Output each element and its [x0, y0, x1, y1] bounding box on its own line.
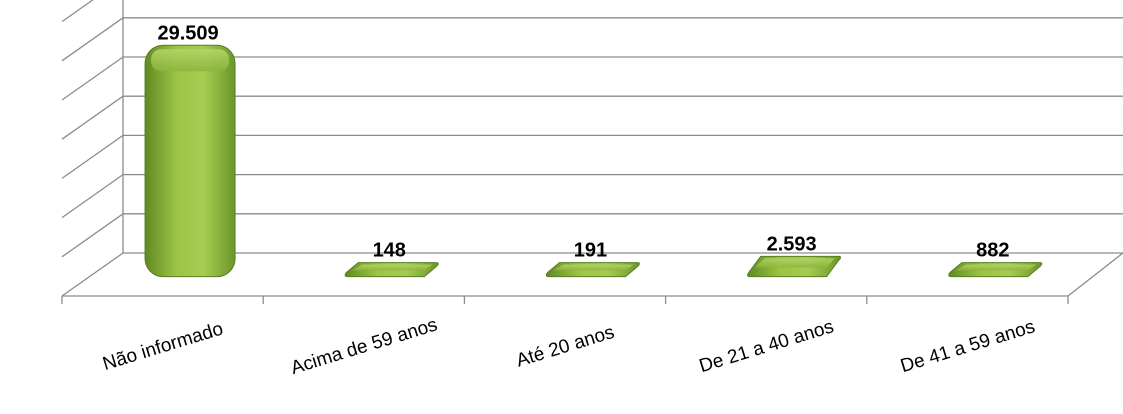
labels: 29.509 Não informado 148 Acima de 59 anos 19… [100, 22, 1037, 379]
bar-top-face [955, 264, 1036, 271]
gridlines [61, 0, 1123, 297]
side-gridline [61, 174, 124, 219]
side-gridline [61, 95, 124, 140]
data-label: 882 [976, 240, 1009, 262]
bar-top-face [352, 264, 433, 271]
x-tick-label: Acima de 59 anos [288, 314, 440, 379]
bar-top-face [553, 264, 634, 271]
bar [144, 44, 236, 278]
side-gridline [61, 17, 124, 62]
floor-right-edge [1067, 252, 1123, 297]
x-tick-label: Até 20 anos [514, 322, 617, 372]
bar-top-face [151, 49, 230, 72]
side-gridline [61, 134, 124, 179]
data-label: 29.509 [157, 22, 218, 44]
data-label: 148 [373, 240, 406, 262]
bars [144, 44, 1043, 278]
side-gridline [61, 252, 124, 297]
axes [61, 0, 1123, 304]
x-tick-label: Não informado [100, 318, 225, 375]
x-tick-label: De 21 a 40 anos [697, 316, 836, 377]
side-gridline [61, 0, 94, 23]
side-gridline [61, 56, 124, 101]
x-tick-label: De 41 a 59 anos [898, 316, 1037, 377]
bar-top-face [754, 258, 835, 268]
data-label: 2.593 [767, 233, 817, 255]
data-label: 191 [574, 240, 607, 262]
side-gridline [61, 213, 124, 258]
